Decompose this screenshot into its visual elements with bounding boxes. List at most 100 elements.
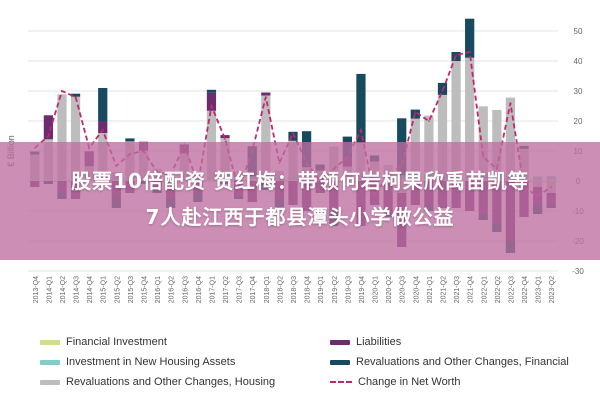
- y-tick-label: 30: [574, 87, 583, 96]
- legend-swatch: [40, 379, 60, 385]
- legend: Financial Investment Liabilities Investm…: [0, 330, 600, 400]
- x-tick-label: 2016-Q2: [169, 276, 176, 303]
- point-change-in-net-worth: [61, 90, 63, 92]
- bar-revaluations-and-other-changes-housing: [478, 106, 488, 176]
- x-tick-label: 2014-Q3: [74, 276, 81, 303]
- x-tick-label: 2017-Q4: [250, 276, 257, 303]
- x-tick-label: 2017-Q2: [223, 276, 230, 303]
- x-tick-label: 2017-Q3: [237, 276, 244, 303]
- bar-revaluations-and-other-changes-housing: [261, 95, 271, 177]
- x-tick-label: 2022-Q2: [495, 276, 502, 303]
- legend-swatch: [40, 359, 60, 365]
- legend-dash: [330, 381, 352, 383]
- x-tick-label: 2018-Q1: [264, 276, 271, 303]
- x-tick-label: 2017-Q1: [209, 276, 216, 303]
- headline-line-2: 7人赴江西于都县潭头小学做公益: [145, 205, 455, 229]
- point-change-in-net-worth: [414, 111, 417, 113]
- x-tick-label: 2020-Q4: [413, 276, 420, 303]
- x-tick-label: 2013-Q4: [33, 276, 40, 303]
- bar-revaluations-and-other-changes-financial: [98, 88, 108, 121]
- legend-swatch: [40, 339, 60, 345]
- x-tick-label: 2019-Q4: [359, 276, 366, 303]
- x-tick-label: 2019-Q2: [332, 276, 339, 303]
- x-tick-label: 2022-Q4: [522, 276, 529, 303]
- bar-liabilities: [43, 115, 54, 140]
- x-tick-label: 2015-Q4: [142, 276, 149, 303]
- headline-overlay: [0, 142, 600, 260]
- x-tick-label: 2019-Q1: [318, 276, 325, 303]
- x-tick-label: 2015-Q1: [101, 276, 108, 303]
- bar-revaluations-and-other-changes-financial: [288, 131, 298, 141]
- legend-item-investment-new-housing: Investment in New Housing Assets: [40, 356, 235, 368]
- x-tick-label: 2019-Q3: [345, 276, 352, 303]
- x-tick-label: 2022-Q3: [508, 276, 515, 303]
- bar-revaluations-and-other-changes-financial: [125, 138, 135, 142]
- x-tick-label: 2021-Q2: [440, 276, 447, 303]
- point-change-in-net-worth: [428, 120, 430, 122]
- y-tick-label: 50: [574, 27, 583, 36]
- point-change-in-net-worth: [47, 135, 50, 137]
- bar-liabilities: [98, 121, 108, 133]
- point-change-in-net-worth: [468, 51, 471, 53]
- x-tick-label: 2023-Q1: [536, 276, 543, 303]
- bar-revaluations-and-other-changes-financial: [356, 73, 366, 143]
- bar-revaluations-and-other-changes-housing: [437, 94, 448, 176]
- bar-revaluations-and-other-changes-housing: [451, 61, 461, 175]
- x-tick-label: 2014-Q2: [60, 276, 67, 303]
- legend-item-liabilities: Liabilities: [330, 336, 401, 348]
- bar-revaluations-and-other-changes-housing: [465, 57, 475, 175]
- bar-revaluations-and-other-changes-housing: [505, 97, 516, 176]
- x-tick-label: 2023-Q2: [549, 276, 556, 303]
- legend-label: Investment in New Housing Assets: [66, 356, 236, 368]
- bar-liabilities: [261, 92, 271, 96]
- bar-revaluations-and-other-changes-financial: [70, 93, 81, 97]
- point-change-in-net-worth: [455, 54, 457, 56]
- x-tick-label: 2018-Q4: [305, 276, 312, 303]
- bar-revaluations-and-other-changes-financial: [206, 89, 217, 93]
- x-tick-label: 2020-Q2: [386, 276, 393, 303]
- x-tick-label: 2016-Q4: [196, 276, 203, 303]
- legend-item-revaluations-housing: Revaluations and Other Changes, Housing: [40, 376, 275, 388]
- bar-revaluations-and-other-changes-financial: [465, 18, 475, 58]
- legend-item-revaluations-financial: Revaluations and Other Changes, Financia…: [330, 356, 569, 368]
- point-change-in-net-worth: [441, 90, 444, 92]
- x-tick-label: 2021-Q1: [427, 276, 434, 303]
- point-change-in-net-worth: [210, 105, 213, 107]
- x-tick-label: 2018-Q3: [291, 276, 298, 303]
- legend-label: Revaluations and Other Changes, Housing: [66, 376, 276, 388]
- y-tick-label: 20: [574, 117, 583, 126]
- bar-revaluations-and-other-changes-housing: [70, 96, 81, 178]
- headline-line-1: 股票10倍配资 贺红梅：带领何岩柯果欣禹苗凯等: [71, 169, 529, 193]
- x-tick-label: 2022-Q1: [481, 276, 488, 303]
- point-change-in-net-worth: [265, 96, 267, 98]
- legend-label: Financial Investment: [66, 336, 167, 348]
- point-change-in-net-worth: [74, 96, 77, 98]
- point-change-in-net-worth: [292, 132, 294, 134]
- x-tick-label: 2020-Q3: [400, 276, 407, 303]
- bar-liabilities: [206, 92, 217, 111]
- legend-swatch: [330, 359, 350, 365]
- x-tick-label: 2014-Q4: [87, 276, 94, 303]
- y-tick-label: -30: [572, 267, 584, 276]
- x-tick-label: 2015-Q3: [128, 276, 135, 303]
- legend-item-financial-investment: Financial Investment: [40, 336, 167, 348]
- headline: 股票10倍配资 贺红梅：带领何岩柯果欣禹苗凯等 7人赴江西于都县潭头小学做公益: [0, 163, 600, 235]
- legend-label: Revaluations and Other Changes, Financia…: [356, 356, 569, 368]
- x-tick-label: 2016-Q1: [155, 276, 162, 303]
- x-tick-label: 2018-Q2: [277, 276, 284, 303]
- x-tick-label: 2021-Q3: [454, 276, 461, 303]
- x-tick-label: 2014-Q1: [46, 276, 53, 303]
- x-tick-label: 2015-Q2: [114, 276, 121, 303]
- legend-item-change-net-worth: Change in Net Worth: [330, 376, 461, 388]
- legend-label: Liabilities: [356, 336, 402, 348]
- bar-revaluations-and-other-changes-housing: [57, 94, 67, 179]
- x-tick-label: 2020-Q1: [373, 276, 380, 303]
- x-tick-label: 2016-Q3: [182, 276, 189, 303]
- legend-label: Change in Net Worth: [358, 376, 461, 388]
- point-change-in-net-worth: [101, 129, 104, 131]
- legend-swatch: [330, 339, 350, 345]
- point-change-in-net-worth: [360, 129, 362, 131]
- x-tick-label: 2021-Q4: [468, 276, 475, 303]
- point-change-in-net-worth: [224, 138, 226, 140]
- point-change-in-net-worth: [509, 102, 512, 104]
